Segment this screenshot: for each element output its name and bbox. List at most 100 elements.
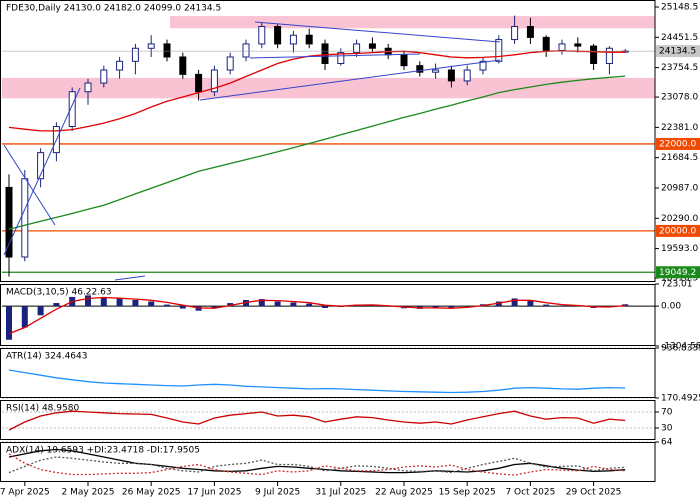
y-tick-label: 18916.5 [661,274,698,284]
x-tick-label: 26 May 2025 [122,488,181,498]
candle-body [163,43,171,58]
panel-frame [0,284,656,346]
macd-bar [495,301,502,307]
candle-body [84,82,92,93]
macd-bar [543,304,550,307]
x-tick-label: 29 Oct 2025 [566,488,622,498]
x-tick-label: 7 Oct 2025 [505,488,555,498]
candle-body [258,26,266,45]
macd-bar [37,306,44,316]
panel-frame [0,442,656,482]
candle-body [321,43,329,64]
macd-bar [164,304,170,307]
candle-body [100,69,108,84]
candle-body [305,34,313,45]
y-tick-label: 64 [661,438,673,448]
macd-bar [227,303,234,307]
level-label-box [656,137,700,150]
macd-bar [290,302,297,307]
macd-bar [432,306,439,308]
y-tick-label: 20987.0 [661,183,698,193]
trendline [254,21,501,43]
x-tick-label: 7 Apr 2025 [0,488,50,498]
x-tick-label: 22 Aug 2025 [375,488,433,498]
macd-bar [6,306,12,340]
macd-bar [258,299,265,307]
trendline [3,144,56,226]
panel-title: FDE30,Daily 24130.0 24182.0 24099.0 2413… [6,4,221,14]
zone [2,77,655,99]
macd-bar [306,303,313,307]
level-label-box [656,266,700,279]
candle-body [210,69,218,93]
series-line [8,410,626,431]
level-label: 19049.2 [659,268,696,278]
panel-title: ADX(14) 19.6593 +DI:23.4718 -DI:17.9505 [6,446,200,456]
macd-bar [211,306,218,308]
panel-frame [0,400,656,440]
panel-frame [0,348,656,398]
candle-body [447,69,455,82]
trendline [3,87,81,256]
candle-body [37,152,45,180]
series-line [8,75,626,230]
level-label: 20000.0 [659,226,696,236]
current-price-label: 24134.5 [659,47,696,57]
candle-body [558,43,566,51]
series-line [8,296,626,335]
candle-body [495,39,503,62]
trendline [199,59,501,101]
x-tick-label: 31 Jul 2025 [315,488,366,498]
y-tick-label: 25148.5 [661,3,698,13]
candle-body [5,186,13,258]
y-tick-label: 21684.5 [661,153,698,163]
macd-bar [464,306,471,307]
series-line [8,369,626,394]
candle-body [116,60,124,71]
candle-body [147,43,155,49]
y-tick-label: 936.8339 [661,344,700,354]
candle-body [242,43,250,58]
y-tick-label: 22381.0 [661,123,698,133]
macd-bar [148,301,155,307]
y-tick-label: 24451.5 [661,33,698,43]
candle-body [511,26,519,41]
y-tick-label: 20290.0 [661,214,698,224]
y-tick-label: 170.4925 [661,394,700,404]
panel-title: RSI(14) 48.9580 [6,404,79,414]
macd-bar [511,298,518,307]
macd-bar [132,299,139,307]
current-price-box [656,45,700,58]
series-line [8,448,626,474]
candle-body [432,69,440,73]
x-tick-label: 9 Jul 2025 [255,488,300,498]
x-tick-label: 2 May 2025 [62,488,115,498]
candle-body [574,43,582,47]
candle-body [479,60,487,71]
y-tick-label: 23754.5 [661,63,698,73]
y-tick-label: 70 [661,408,673,418]
series-line [8,50,626,132]
candle-body [68,91,76,128]
candle-body [463,69,471,82]
macd-bar [53,303,60,307]
y-tick-label: 30 [661,424,673,434]
panel-frame [0,0,656,282]
candle-body [526,26,534,38]
candle-body [21,178,29,258]
trendlines [3,21,501,281]
y-tick-label: 723.01 [661,280,693,290]
candle-body [179,56,187,75]
level-label-box [656,224,700,237]
candle-body [289,34,297,45]
macd-bar [322,306,328,308]
candle-body [131,47,139,62]
macd-bar [448,306,455,309]
macd-bar [21,306,28,328]
candle-body [542,36,550,51]
candle-body [590,45,598,64]
y-tick-label: 0.00 [661,302,681,312]
macd-bar [85,295,91,307]
